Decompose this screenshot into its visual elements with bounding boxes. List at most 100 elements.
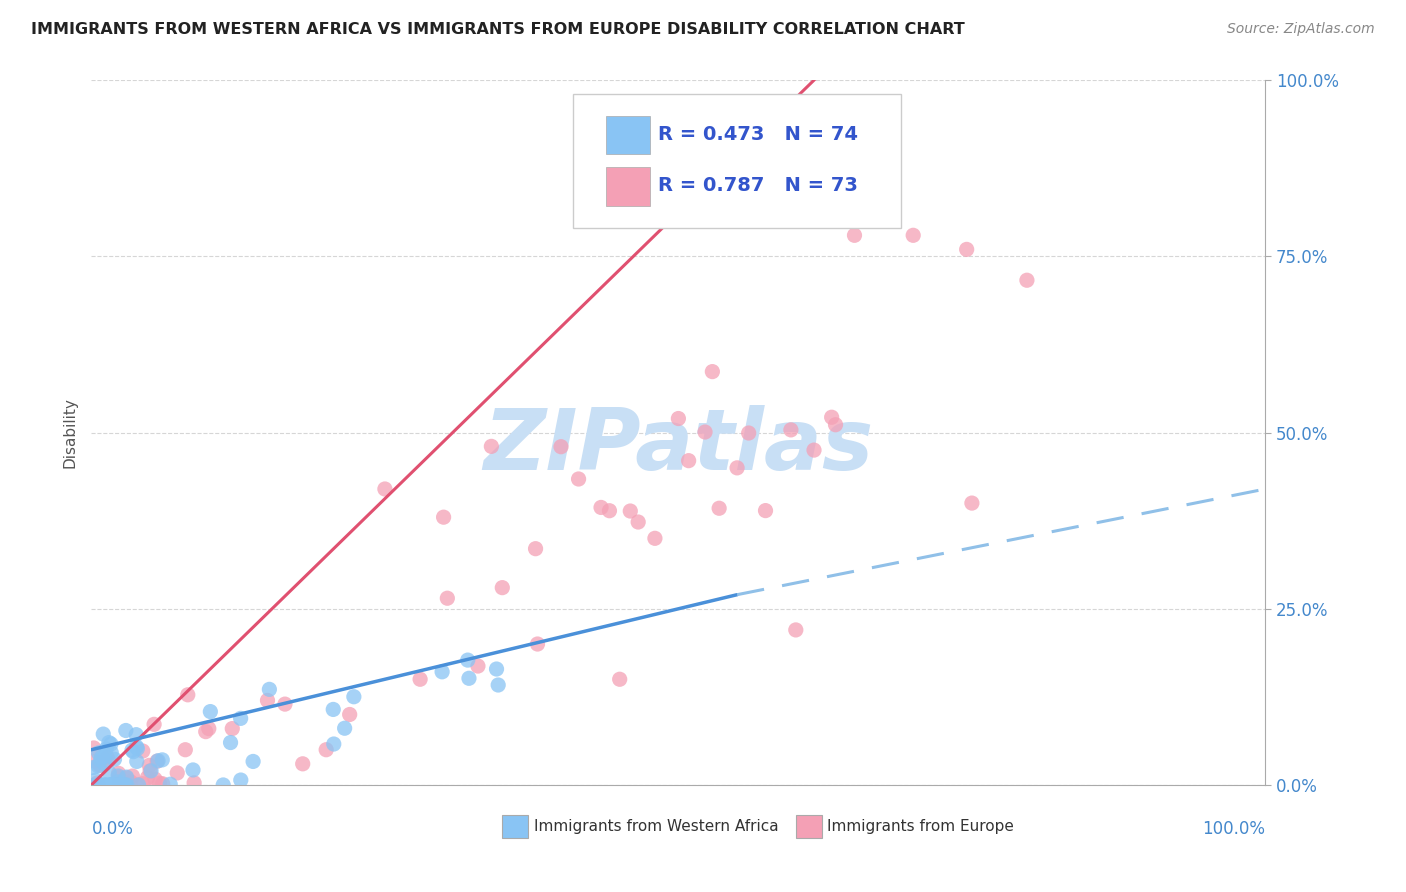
Point [598, 504, 620, 518]
Point [139, 764, 162, 778]
Point [97, 736, 120, 750]
Point [609, 673, 631, 687]
Point [98, 778, 121, 792]
Point [104, 778, 127, 792]
Text: Immigrants from Europe: Immigrants from Europe [828, 819, 1014, 834]
Point [550, 440, 572, 454]
Point [409, 673, 432, 687]
Point [436, 591, 458, 606]
Point [693, 425, 716, 439]
Point [148, 776, 170, 790]
Point [491, 581, 513, 595]
Point [259, 682, 281, 697]
Point [737, 425, 759, 440]
Point [291, 756, 314, 771]
Point [93, 778, 115, 792]
Point [114, 778, 136, 792]
Point [89, 758, 111, 772]
Point [105, 778, 128, 792]
Point [143, 717, 166, 731]
Point [333, 721, 356, 735]
Point [94, 749, 117, 764]
Point [467, 659, 489, 673]
Point [100, 778, 122, 792]
Point [524, 541, 547, 556]
Point [785, 623, 807, 637]
Point [115, 770, 138, 784]
Point [96, 778, 118, 792]
Point [339, 707, 361, 722]
Point [960, 496, 983, 510]
Text: ZIPatlas: ZIPatlas [484, 405, 873, 488]
Point [125, 739, 148, 754]
Point [84, 773, 107, 788]
Point [780, 423, 803, 437]
Point [315, 742, 337, 756]
Point [707, 501, 730, 516]
Point [619, 504, 641, 518]
Point [107, 775, 129, 789]
Point [122, 745, 145, 759]
Text: Source: ZipAtlas.com: Source: ZipAtlas.com [1227, 22, 1375, 37]
Point [152, 777, 174, 791]
Text: Immigrants from Western Africa: Immigrants from Western Africa [534, 819, 779, 834]
Point [183, 776, 205, 790]
Point [125, 755, 148, 769]
Point [111, 776, 134, 790]
Point [107, 769, 129, 783]
Point [486, 678, 509, 692]
Text: IMMIGRANTS FROM WESTERN AFRICA VS IMMIGRANTS FROM EUROPE DISABILITY CORRELATION : IMMIGRANTS FROM WESTERN AFRICA VS IMMIGR… [31, 22, 965, 37]
Point [108, 778, 131, 792]
Point [100, 778, 122, 792]
Point [589, 500, 612, 515]
Point [374, 482, 396, 496]
Text: R = 0.787   N = 73: R = 0.787 N = 73 [658, 177, 858, 195]
Point [146, 754, 169, 768]
Point [114, 778, 136, 792]
Point [87, 778, 110, 792]
Point [125, 728, 148, 742]
FancyBboxPatch shape [796, 815, 821, 838]
Point [274, 697, 297, 711]
Point [526, 637, 548, 651]
Point [181, 763, 204, 777]
Point [197, 722, 219, 736]
Point [839, 206, 862, 220]
Point [754, 503, 776, 517]
Point [104, 778, 127, 792]
Point [120, 774, 142, 789]
Point [229, 711, 252, 725]
Point [956, 243, 979, 257]
FancyBboxPatch shape [606, 167, 650, 206]
Point [1015, 273, 1038, 287]
Point [242, 755, 264, 769]
Point [83, 760, 105, 774]
Y-axis label: Disability: Disability [62, 397, 77, 468]
FancyBboxPatch shape [502, 815, 529, 838]
Point [87, 746, 110, 760]
Point [115, 778, 138, 792]
Point [485, 662, 508, 676]
Point [86, 776, 108, 790]
Point [83, 778, 105, 792]
Point [666, 411, 689, 425]
Point [128, 778, 150, 792]
Point [219, 735, 242, 749]
Point [89, 778, 111, 792]
Point [83, 741, 105, 756]
Point [678, 453, 700, 467]
Point [96, 742, 118, 756]
Point [96, 750, 118, 764]
Point [174, 742, 197, 756]
Point [127, 741, 149, 756]
Point [159, 777, 181, 791]
Point [104, 778, 127, 792]
Point [97, 754, 120, 768]
Point [194, 724, 217, 739]
Point [121, 769, 143, 783]
Point [100, 778, 122, 792]
Point [702, 365, 724, 379]
Point [479, 439, 502, 453]
Text: 0.0%: 0.0% [91, 821, 134, 838]
Point [150, 753, 173, 767]
